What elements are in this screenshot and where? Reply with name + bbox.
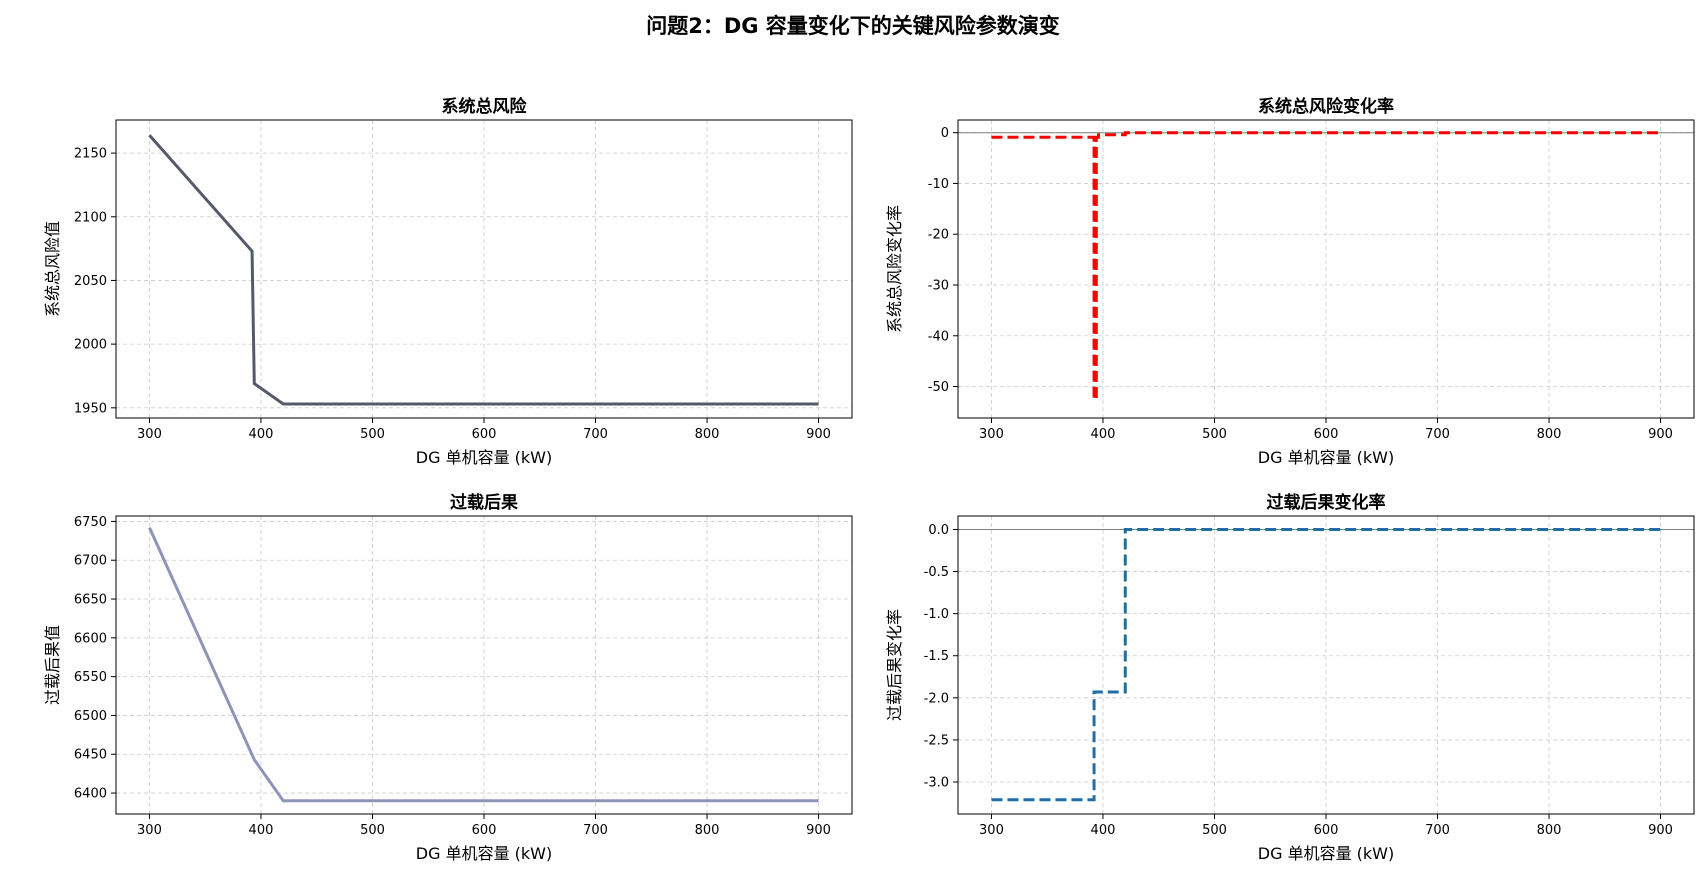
subplot-title: 系统总风险变化率	[1258, 96, 1394, 117]
x-tick-label: 500	[360, 427, 385, 442]
figure-title: 问题2：DG 容量变化下的关键风险参数演变	[646, 14, 1060, 38]
y-tick-label: 0.0	[928, 523, 949, 538]
subplot-title: 过载后果变化率	[1267, 492, 1386, 513]
subplot-title: 过载后果	[450, 492, 518, 513]
y-tick-label: -30	[928, 278, 949, 293]
x-tick-label: 700	[583, 427, 608, 442]
y-tick-label: 6700	[74, 554, 107, 569]
subplot-1: 300 400 500 600 700 800 900 1950 2000 2050 2100 215…	[43, 96, 853, 467]
x-axis-label: DG 单机容量 (kW)	[416, 448, 552, 467]
y-tick-label: 2000	[74, 338, 107, 353]
y-tick-label: -50	[928, 380, 949, 395]
x-tick-label: 700	[1425, 427, 1450, 442]
x-tick-label: 400	[1091, 823, 1116, 838]
x-tick-label: 400	[249, 823, 274, 838]
x-tick-label: 500	[1202, 823, 1227, 838]
y-tick-label: 1950	[74, 401, 107, 416]
x-tick-label: 600	[1314, 823, 1339, 838]
y-tick-label: 6550	[74, 670, 107, 685]
series-line-1	[991, 131, 1661, 401]
y-tick-label: 2150	[74, 147, 107, 162]
y-tick-label: -1.5	[924, 649, 949, 664]
x-axis-label: DG 单机容量 (kW)	[416, 844, 552, 863]
y-tick-label: -2.0	[924, 691, 949, 706]
x-tick-label: 900	[1648, 427, 1673, 442]
x-tick-label: 700	[1425, 823, 1450, 838]
y-tick-label: 6450	[74, 748, 107, 763]
y-tick-label: -40	[928, 329, 949, 344]
y-tick-label: 6400	[74, 787, 107, 802]
subplot-3: 300 400 500 600 700 800 900 6400 6450 6500 6550 660…	[43, 492, 853, 863]
x-tick-label: 900	[1648, 823, 1673, 838]
x-tick-label: 900	[806, 823, 831, 838]
series-line-1	[148, 134, 819, 406]
x-tick-label: 600	[472, 427, 497, 442]
y-axis-label: 过载后果值	[43, 625, 62, 705]
y-tick-label: 0	[941, 126, 949, 141]
x-tick-label: 600	[1314, 427, 1339, 442]
y-tick-label: -0.5	[924, 565, 949, 580]
x-tick-label: 800	[695, 427, 720, 442]
y-tick-label: 6750	[74, 515, 107, 530]
x-tick-label: 800	[695, 823, 720, 838]
x-tick-label: 500	[1202, 427, 1227, 442]
x-tick-label: 700	[583, 823, 608, 838]
y-tick-label: 2100	[74, 210, 107, 225]
x-tick-label: 400	[249, 427, 274, 442]
y-tick-label: -2.5	[924, 733, 949, 748]
y-tick-label: 2050	[74, 274, 107, 289]
x-tick-label: 300	[979, 427, 1004, 442]
x-tick-label: 300	[137, 427, 162, 442]
x-tick-label: 400	[1091, 427, 1116, 442]
subplot-4: 300 400 500 600 700 800 900 0.0 -0.5 -1.0 -1.5 -2.0…	[885, 492, 1695, 863]
y-tick-label: 6500	[74, 709, 107, 724]
x-tick-label: 500	[360, 823, 385, 838]
subplot-title: 系统总风险	[442, 96, 528, 117]
x-tick-label: 300	[137, 823, 162, 838]
y-tick-label: -10	[928, 177, 949, 192]
x-tick-label: 800	[1537, 823, 1562, 838]
y-tick-label: -1.0	[924, 607, 949, 622]
y-tick-label: -3.0	[924, 776, 949, 791]
y-axis-label: 过载后果变化率	[885, 609, 904, 721]
x-tick-label: 900	[806, 427, 831, 442]
y-tick-label: 6600	[74, 631, 107, 646]
x-axis-label: DG 单机容量 (kW)	[1258, 448, 1394, 467]
y-axis-label: 系统总风险值	[43, 221, 62, 317]
x-axis-label: DG 单机容量 (kW)	[1258, 844, 1394, 863]
x-tick-label: 600	[472, 823, 497, 838]
subplot-2: 300 400 500 600 700 800 900 0 -10 -20 -30 -40 -50 系统总…	[885, 96, 1695, 467]
y-axis-label: 系统总风险变化率	[885, 205, 904, 333]
x-tick-label: 300	[979, 823, 1004, 838]
y-tick-label: 6650	[74, 593, 107, 608]
y-tick-label: -20	[928, 228, 949, 243]
series-line-1	[991, 527, 1661, 802]
series-line-1	[148, 527, 819, 803]
x-tick-label: 800	[1537, 427, 1562, 442]
